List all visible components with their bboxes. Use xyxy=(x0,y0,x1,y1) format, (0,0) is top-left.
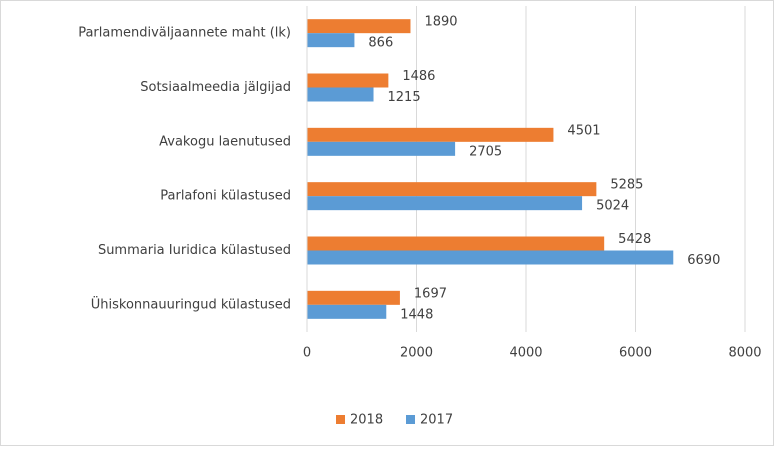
value-label: 1890 xyxy=(424,15,457,30)
bar xyxy=(307,19,411,34)
x-tick-label: 0 xyxy=(303,346,311,361)
bar xyxy=(307,127,554,142)
x-tick-label: 6000 xyxy=(619,346,652,361)
bar xyxy=(307,87,374,102)
value-label: 5024 xyxy=(596,199,629,214)
value-label: 866 xyxy=(368,36,393,51)
bar xyxy=(307,290,400,305)
value-label: 1697 xyxy=(414,286,447,301)
legend-swatch xyxy=(336,415,345,424)
bar xyxy=(307,250,674,265)
y-tick-label: Sotsiaalmeedia jälgijad xyxy=(140,80,291,95)
bar xyxy=(307,236,605,251)
bar xyxy=(307,304,387,319)
value-label: 1215 xyxy=(388,90,421,105)
bar xyxy=(307,73,389,88)
value-label: 4501 xyxy=(567,123,600,138)
y-tick-label: Parlafoni külastused xyxy=(160,189,291,204)
value-label: 1448 xyxy=(400,307,433,322)
value-label: 5428 xyxy=(618,232,651,247)
y-tick-label: Avakogu laenutused xyxy=(159,134,291,149)
value-label: 6690 xyxy=(687,253,720,268)
value-label: 1486 xyxy=(402,69,435,84)
y-tick-label: Parlamendiväljaannete maht (lk) xyxy=(78,26,291,41)
legend-label: 2018 xyxy=(350,413,383,428)
value-label: 5285 xyxy=(610,178,643,193)
bar xyxy=(307,196,583,211)
value-label: 2705 xyxy=(469,144,502,159)
legend-swatch xyxy=(406,415,415,424)
x-tick-label: 4000 xyxy=(509,346,542,361)
y-tick-label: Summaria Iuridica külastused xyxy=(98,243,291,258)
x-tick-label: 8000 xyxy=(728,346,761,361)
bar xyxy=(307,33,355,48)
bar xyxy=(307,182,597,197)
x-tick-label: 2000 xyxy=(400,346,433,361)
legend-label: 2017 xyxy=(420,413,453,428)
y-tick-label: Ühiskonnauuringud külastused xyxy=(91,295,291,312)
bar xyxy=(307,141,456,156)
